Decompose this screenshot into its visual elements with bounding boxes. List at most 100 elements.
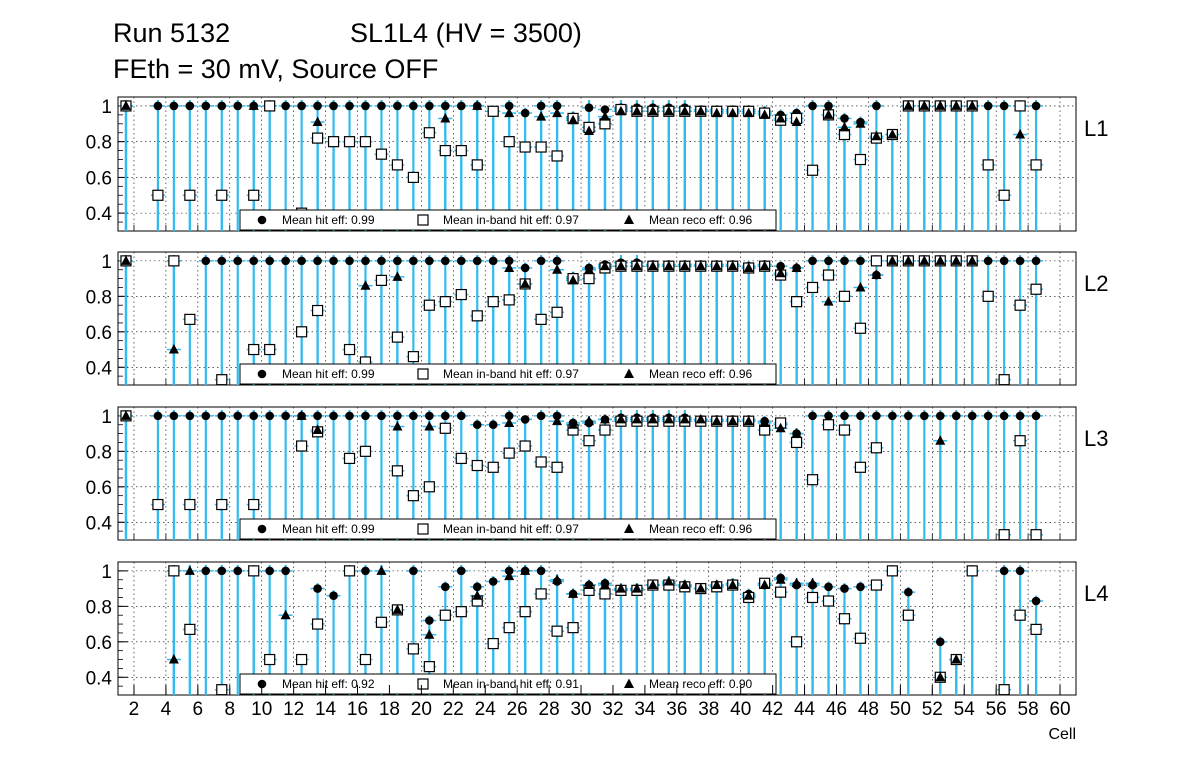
hit-eff-point [504, 411, 514, 421]
hit-eff-point [536, 256, 546, 266]
hit-eff-point [520, 108, 530, 118]
hit-eff-point [233, 101, 243, 111]
inband-eff-point [838, 290, 851, 302]
reco-eff-point [743, 107, 754, 118]
inband-eff-point [391, 331, 404, 343]
reco-eff-point [967, 100, 978, 110]
hit-eff-point [536, 411, 546, 421]
inband-eff-point [343, 452, 356, 465]
y-tick-label: 0.6 [86, 168, 112, 189]
y-tick-label: 0.4 [86, 204, 113, 225]
reco-eff-point [120, 410, 131, 420]
inband-eff-point [343, 343, 356, 356]
inband-eff-point [775, 586, 787, 598]
run-title: Run 5132 [113, 18, 230, 48]
hit-eff-point [808, 101, 817, 111]
inband-eff-point [998, 374, 1010, 386]
hit-eff-point [201, 256, 211, 266]
reco-eff-point [312, 424, 323, 435]
hit-eff-point [1015, 256, 1025, 266]
x-tick-label: 36 [666, 699, 687, 720]
inband-eff-point [264, 100, 276, 112]
y-tick-label: 0.6 [86, 323, 112, 344]
legend-hit-marker [257, 215, 267, 225]
panel-L3: 0.4 0.6 0.8 1 L3 Mean hit eff: 0.99 Mean in-ba… [86, 406, 1108, 541]
inband-eff-point [184, 623, 196, 635]
reco-eff-point [392, 421, 403, 431]
inband-eff-point [503, 294, 515, 306]
reco-eff-point [631, 260, 642, 271]
legend: Mean hit eff: 0.99 Mean in-band hit eff: … [239, 518, 777, 540]
hit-eff-point [185, 411, 195, 421]
hit-eff-point [345, 256, 354, 266]
legend-reco-marker [624, 678, 634, 688]
reco-eff-point [663, 105, 674, 116]
inband-eff-point [854, 322, 867, 334]
x-tick-label: 38 [698, 699, 719, 720]
inband-eff-point [264, 653, 276, 666]
reco-eff-point [248, 100, 259, 110]
hit-eff-point [393, 256, 402, 266]
inband-eff-point [248, 189, 260, 201]
reco-eff-point [647, 260, 658, 271]
x-tick-label: 16 [347, 699, 368, 720]
hit-eff-point [313, 584, 322, 593]
panel-L1: 0.4 0.6 0.8 1 L1 Mean hit eff: 0.99 Mean in-ba… [86, 96, 1108, 232]
hit-eff-point [329, 591, 338, 600]
x-tick-label: 54 [954, 699, 976, 720]
reco-eff-point [552, 264, 563, 274]
hit-eff-point [281, 256, 290, 266]
inband-eff-point [567, 622, 579, 634]
hit-eff-point [935, 637, 945, 647]
x-tick-label: 50 [890, 699, 911, 720]
legend-text: Mean hit eff: 0.99 [282, 213, 375, 227]
inband-eff-point [423, 481, 435, 493]
y-tick-label: 0.4 [86, 513, 113, 534]
x-tick-label: 30 [570, 699, 591, 720]
hit-eff-point [488, 577, 498, 586]
inband-eff-point [311, 132, 324, 144]
inband-eff-point [359, 445, 372, 457]
inband-eff-point [535, 456, 547, 468]
hit-eff-point [201, 566, 211, 576]
reco-eff-point [392, 604, 403, 614]
inband-eff-point [455, 452, 467, 465]
layer-label: L2 [1084, 271, 1108, 296]
inband-eff-point [407, 643, 419, 655]
inband-eff-point [296, 440, 308, 452]
inband-eff-point [311, 618, 324, 630]
inband-eff-point [184, 498, 196, 511]
hit-eff-point [824, 411, 833, 421]
inband-eff-point [391, 465, 404, 477]
reco-eff-point [823, 296, 834, 306]
legend-text: Mean in-band hit eff: 0.97 [443, 522, 579, 536]
reco-eff-point [903, 100, 914, 110]
hit-eff-point [217, 566, 227, 576]
hit-eff-point [1031, 101, 1041, 111]
reco-eff-point [360, 280, 371, 290]
reco-eff-point [376, 565, 387, 575]
hit-eff-point [393, 101, 402, 111]
hit-eff-point [313, 411, 322, 421]
x-tick-label: 42 [762, 699, 783, 720]
inband-eff-point [822, 419, 835, 431]
reco-eff-point [599, 413, 610, 424]
hit-eff-point [361, 566, 370, 576]
hit-eff-point [217, 411, 227, 421]
inband-eff-point [519, 141, 531, 153]
reco-eff-point [727, 107, 738, 118]
inband-eff-point [599, 588, 611, 600]
legend-hit-marker [257, 369, 267, 379]
hit-eff-point [856, 256, 865, 266]
reco-eff-point [903, 255, 914, 265]
hit-eff-point [856, 411, 865, 421]
reco-eff-point [615, 583, 626, 593]
reco-eff-point [791, 428, 802, 438]
inband-eff-point [216, 374, 228, 386]
hit-eff-point [281, 566, 290, 576]
hit-eff-point [345, 101, 354, 111]
hit-eff-point [409, 101, 418, 111]
layer-label: L1 [1084, 116, 1108, 141]
x-tick-label: 2 [129, 699, 140, 720]
reco-eff-point [120, 255, 131, 265]
